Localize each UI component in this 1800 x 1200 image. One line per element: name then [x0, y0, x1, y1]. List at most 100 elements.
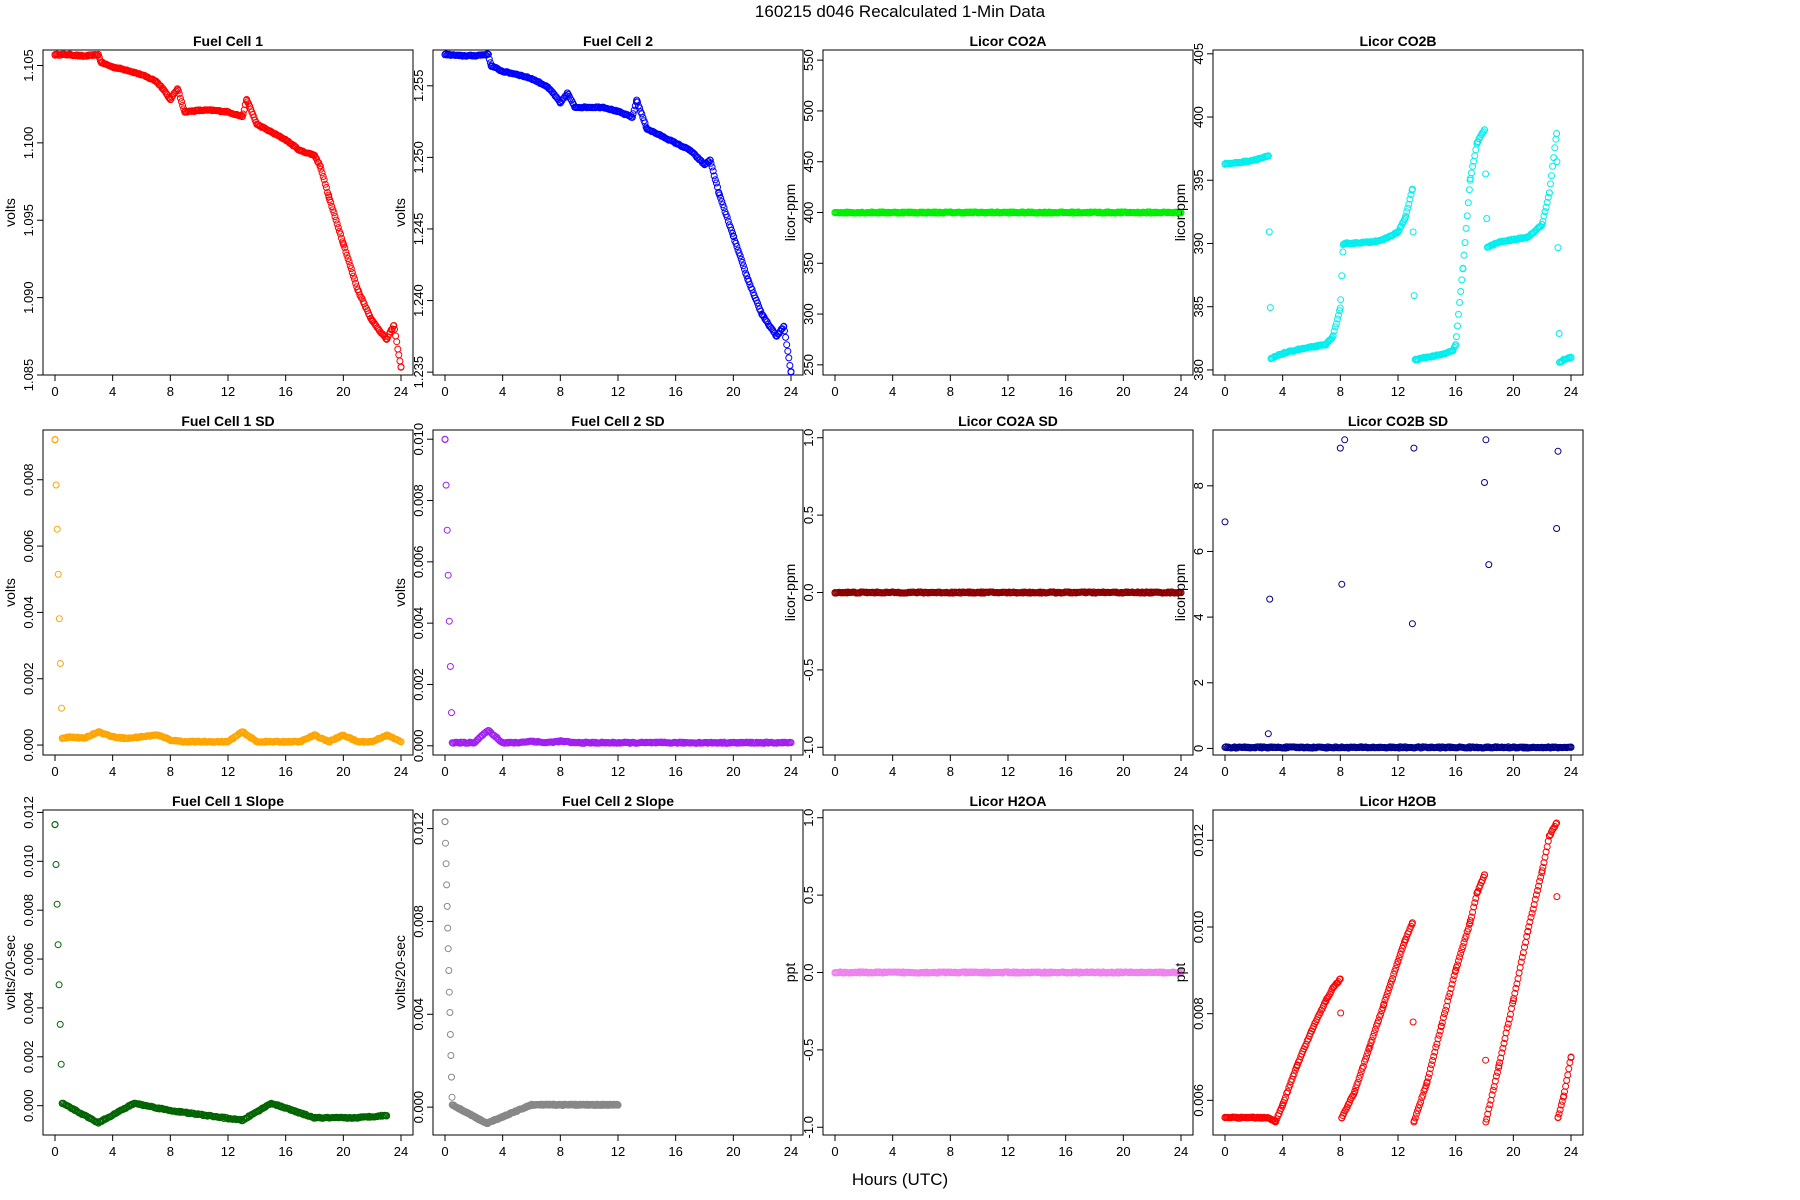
- data-point: [1484, 1110, 1492, 1118]
- x-tick-label: 12: [611, 1144, 625, 1159]
- data-point: [1528, 909, 1536, 917]
- data-point: [724, 217, 732, 225]
- data-point: [1512, 984, 1520, 992]
- data-point: [1545, 189, 1553, 197]
- data-point: [1404, 204, 1412, 212]
- data-point: [1481, 871, 1488, 879]
- data-point: [383, 335, 391, 343]
- x-tick-label: 0: [1221, 1144, 1228, 1159]
- data-point: [1469, 162, 1477, 170]
- data-point: [1356, 1071, 1364, 1079]
- x-tick-label: 16: [1058, 384, 1072, 399]
- data-point: [1446, 744, 1454, 752]
- data-point: [785, 354, 793, 362]
- x-tick-label: 12: [1391, 384, 1405, 399]
- data-point: [1492, 1072, 1500, 1080]
- data-points: [831, 208, 1185, 217]
- data-point: [80, 52, 88, 60]
- data-points: [51, 821, 391, 1127]
- x-tick-label: 0: [51, 764, 58, 779]
- y-tick-label: 0.006: [1191, 1084, 1206, 1117]
- data-point: [1336, 444, 1344, 452]
- x-tick-label: 8: [557, 1144, 564, 1159]
- data-point: [1004, 589, 1012, 597]
- data-point: [1535, 882, 1543, 890]
- y-tick-label: 1.235: [411, 356, 426, 389]
- data-point: [58, 734, 66, 742]
- data-point: [963, 968, 971, 976]
- data-point: [566, 95, 574, 103]
- panel-title: Licor CO2A SD: [958, 413, 1058, 429]
- data-point: [657, 739, 665, 747]
- data-point: [782, 333, 790, 341]
- data-point: [448, 739, 456, 747]
- data-point: [1422, 1082, 1430, 1090]
- data-point: [316, 162, 324, 170]
- data-point: [1012, 588, 1020, 596]
- x-tick-label: 16: [1058, 764, 1072, 779]
- data-point: [1379, 1004, 1387, 1012]
- y-tick-label: 350: [801, 252, 816, 274]
- data-point: [787, 739, 795, 747]
- data-point: [1452, 966, 1460, 974]
- data-points: [831, 588, 1185, 597]
- x-tick-label: 8: [1337, 1144, 1344, 1159]
- panel-fuel-cell-1: Fuel Cell 1 volts 0 4 8 12 16 20 24 1.085 1.090 1.0…: [2, 33, 414, 399]
- y-tick-label: 0.002: [21, 1041, 36, 1074]
- data-point: [54, 941, 62, 949]
- y-tick-label: -1.0: [801, 736, 816, 758]
- y-tick-label: 0.008: [21, 463, 36, 496]
- data-point: [1380, 236, 1388, 244]
- y-tick-label: 1.090: [21, 281, 36, 314]
- data-point: [1540, 212, 1548, 220]
- data-point: [1551, 144, 1559, 152]
- data-points: [51, 436, 405, 746]
- data-point: [773, 739, 781, 747]
- data-point: [1342, 240, 1350, 247]
- data-point: [159, 733, 167, 741]
- data-point: [918, 208, 925, 216]
- data-point: [342, 248, 350, 256]
- data-point: [1554, 447, 1562, 455]
- data-point: [754, 299, 761, 307]
- data-point: [253, 738, 261, 746]
- y-tick-label: 0.010: [1191, 911, 1206, 944]
- data-point: [1408, 185, 1416, 193]
- data-point: [1517, 958, 1525, 966]
- data-point: [267, 738, 275, 746]
- data-point: [1511, 989, 1519, 997]
- data-point: [1411, 1114, 1419, 1122]
- data-point: [528, 1101, 535, 1109]
- y-tick-label: 1.0: [801, 809, 816, 827]
- y-tick-label: 0: [1191, 745, 1206, 752]
- data-point: [628, 739, 636, 747]
- data-point: [1221, 160, 1229, 168]
- data-point: [443, 526, 451, 534]
- y-axis-label: ppt: [782, 963, 798, 983]
- x-tick-label: 20: [336, 1144, 350, 1159]
- data-point: [1485, 1105, 1493, 1113]
- x-tick-label: 16: [278, 384, 292, 399]
- data-point: [1490, 744, 1498, 752]
- x-tick-label: 12: [1391, 1144, 1405, 1159]
- data-point: [1458, 946, 1466, 954]
- data-point: [1567, 1053, 1575, 1061]
- data-point: [1394, 958, 1402, 966]
- y-tick-label: 405: [1191, 43, 1206, 65]
- data-point: [1354, 1078, 1362, 1086]
- data-point: [1104, 209, 1111, 217]
- data-point: [1044, 969, 1052, 977]
- data-point: [1473, 888, 1481, 896]
- plot-frame: [432, 429, 804, 756]
- data-point: [1410, 444, 1418, 452]
- data-point: [1519, 744, 1527, 752]
- data-point: [1525, 923, 1533, 931]
- data-point: [1073, 209, 1081, 217]
- data-point: [1460, 251, 1468, 259]
- data-point: [867, 209, 875, 217]
- data-point: [442, 481, 450, 489]
- data-point: [304, 734, 312, 742]
- y-tick-label: 1.245: [411, 213, 426, 246]
- data-point: [1454, 322, 1461, 330]
